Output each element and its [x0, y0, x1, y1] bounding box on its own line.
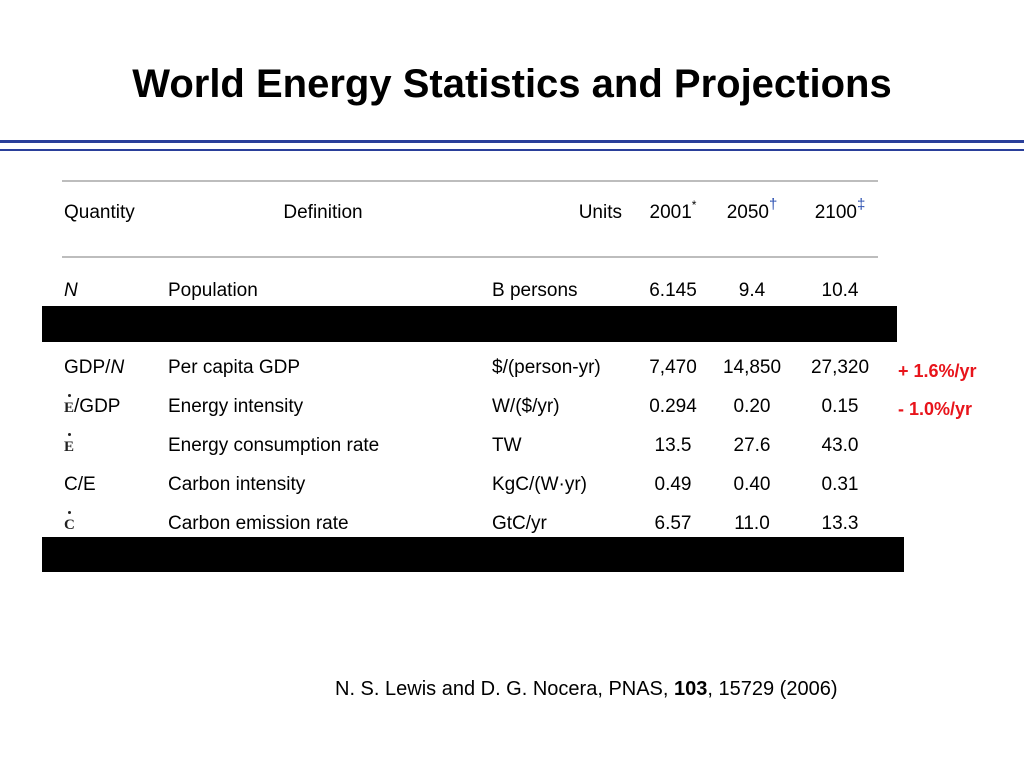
citation-volume: 103 — [674, 678, 708, 700]
header-quantity: Quantity — [64, 202, 135, 223]
header-2001: 2001* — [640, 198, 706, 225]
header-2050: 2050† — [714, 197, 790, 225]
header-2100-label: 2100 — [814, 202, 857, 223]
row-definition: Energy intensity — [168, 396, 304, 417]
header-2001-label: 2001 — [649, 202, 692, 223]
title-divider-bottom — [0, 149, 1024, 151]
gdp-growth-annotation: + 1.6%/yr — [898, 361, 977, 381]
row-quantity-symbol: C — [64, 511, 75, 537]
table-top-rule — [62, 180, 878, 182]
title-divider-top — [0, 140, 1024, 143]
row-units: $/(person-yr) — [492, 357, 601, 378]
header-2050-label: 2050 — [726, 202, 769, 223]
row-value-2100: 27,320 — [810, 357, 870, 378]
citation-pages-year: , 15729 (2006) — [707, 678, 838, 700]
row-units: W/($/yr) — [492, 396, 560, 417]
header-2100-footnote-mark: ‡ — [856, 196, 866, 213]
row-value-2100: 0.15 — [821, 396, 859, 417]
row-value-2100: 43.0 — [821, 435, 859, 456]
row-value-2001: 13.5 — [654, 435, 692, 456]
row-definition: Carbon emission rate — [168, 513, 349, 534]
row-units: GtC/yr — [492, 513, 547, 534]
row-value-2050: 9.4 — [738, 280, 766, 301]
citation: N. S. Lewis and D. G. Nocera, PNAS, 103,… — [335, 676, 838, 702]
header-definition: Definition — [283, 202, 363, 223]
row-units: B persons — [492, 280, 578, 301]
row-quantity-symbol: E — [64, 394, 74, 420]
row-quantity: N — [64, 280, 78, 301]
row-definition: Per capita GDP — [168, 357, 300, 378]
row-quantity-prefix: GDP/ — [64, 357, 111, 378]
row-quantity: C/E — [64, 474, 96, 495]
row-quantity: E/GDP — [64, 394, 121, 420]
row-value-2001: 6.145 — [649, 280, 697, 301]
row-definition: Carbon intensity — [168, 474, 306, 495]
header-2001-footnote-mark: * — [691, 198, 697, 212]
table-header-rule — [62, 256, 878, 258]
row-value-2001: 0.49 — [654, 474, 692, 495]
header-2050-footnote-mark: † — [768, 196, 778, 213]
row-units: KgC/(W·yr) — [492, 474, 587, 495]
redaction-bar — [42, 306, 897, 342]
citation-authors: N. S. Lewis and D. G. Nocera, PNAS, — [335, 678, 675, 700]
row-value-2100: 0.31 — [821, 474, 859, 495]
row-value-2050: 14,850 — [722, 357, 782, 378]
row-value-2001: 0.294 — [649, 396, 697, 417]
row-value-2050: 0.20 — [733, 396, 771, 417]
row-quantity-suffix: /GDP — [74, 396, 121, 417]
redaction-bar — [42, 537, 904, 572]
row-value-2050: 11.0 — [734, 513, 770, 534]
row-quantity: C — [64, 511, 75, 537]
header-units: Units — [578, 202, 622, 223]
intensity-change-annotation: - 1.0%/yr — [898, 399, 973, 419]
row-value-2100: 10.4 — [821, 280, 859, 301]
row-quantity: E — [64, 433, 74, 459]
slide-title: World Energy Statistics and Projections — [132, 62, 892, 106]
row-quantity: GDP/N — [64, 356, 124, 380]
row-definition: Population — [168, 280, 258, 301]
row-value-2001: 6.57 — [654, 513, 692, 534]
row-definition: Energy consumption rate — [168, 435, 380, 456]
row-value-2001: 7,470 — [649, 357, 697, 378]
row-value-2050: 27.6 — [733, 435, 771, 456]
row-quantity-variable: N — [110, 357, 125, 378]
header-2100: 2100‡ — [800, 197, 880, 225]
row-quantity-symbol: E — [64, 433, 74, 459]
row-value-2050: 0.40 — [733, 474, 771, 495]
row-value-2100: 13.3 — [821, 513, 859, 534]
row-units: TW — [492, 435, 522, 456]
